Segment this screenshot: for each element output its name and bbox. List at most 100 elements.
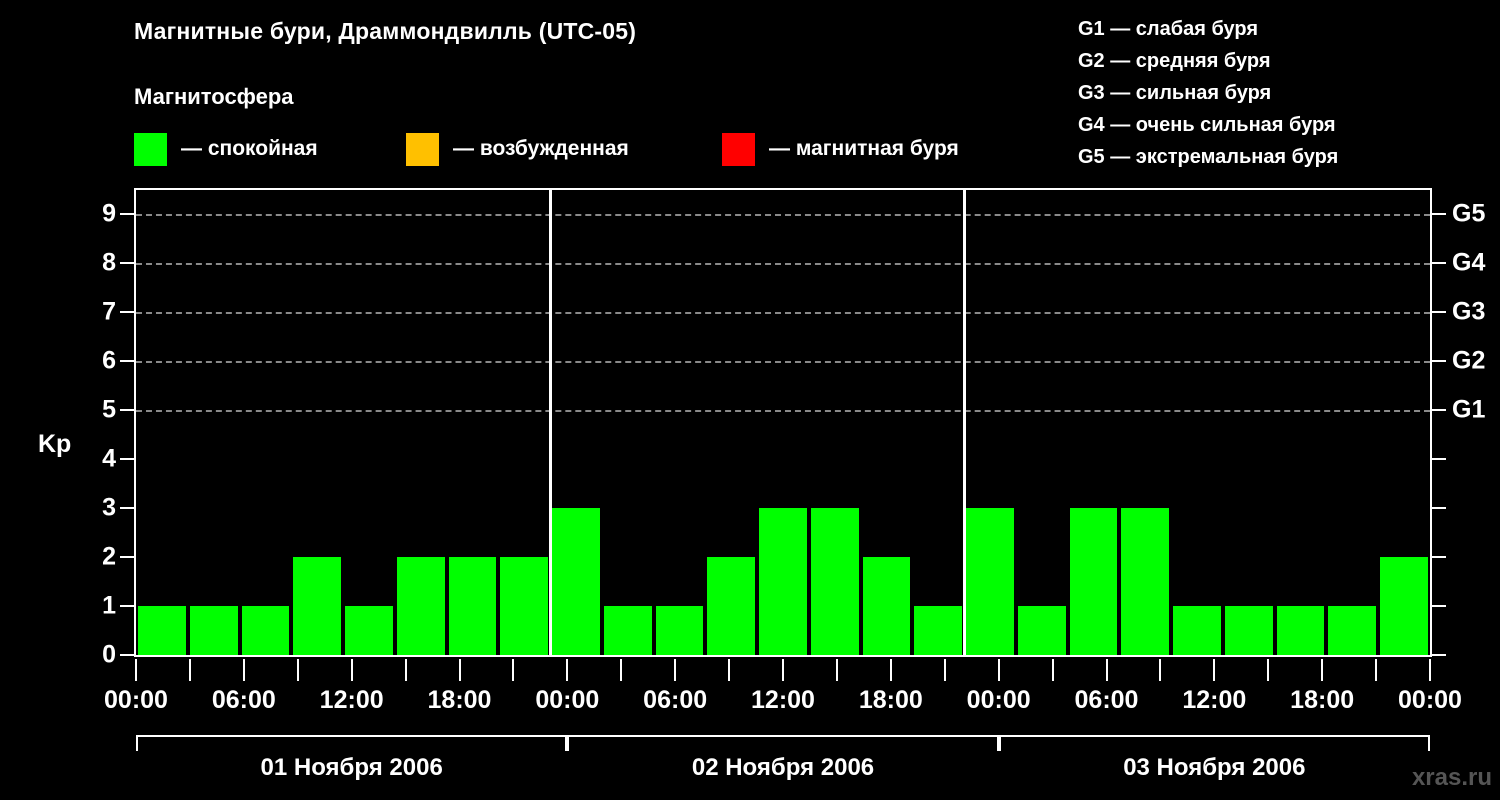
x-tick-mark [997,659,1000,681]
g-tick-label-g5: G5 [1452,199,1486,228]
x-tick-mark [135,659,137,681]
x-tick-label: 18:00 [427,686,492,714]
x-tick-mark [512,659,515,681]
x-tick-mark [188,659,191,681]
x-tick-label: 12:00 [751,686,815,714]
y-tick-mark [120,507,134,510]
legend-item-1: — возбужденная [406,132,629,166]
gridline [136,214,1430,217]
x-tick-label: 06:00 [211,686,276,714]
bar [1069,508,1118,655]
x-tick-label: 00:00 [966,686,1031,714]
bar [1224,606,1273,655]
date-bracket [136,735,568,751]
y-tick-label: 7 [102,297,116,326]
x-tick-mark [1051,659,1054,681]
x-tick-mark [674,659,677,681]
x-tick-label: 06:00 [643,686,708,714]
x-tick-mark [782,659,784,681]
g-tick-mark [1432,458,1446,461]
y-tick-mark [120,213,134,216]
x-tick-mark [1321,659,1324,681]
legend-item-2: — магнитная буря [722,132,959,166]
g-tick-label-g3: G3 [1452,297,1486,326]
g-tick-mark [1432,311,1446,314]
x-tick-label: 06:00 [1074,686,1139,714]
x-tick-mark [350,659,353,681]
y-tick-mark [120,556,134,559]
y-tick-label: 2 [102,542,116,571]
storm-scale-line-1: G1 — слабая буря [1078,18,1259,40]
y-tick-mark [120,605,134,608]
y-tick-label: 3 [102,493,116,522]
storm-scale-line-5: G5 — экстремальная буря [1078,146,1339,168]
g-tick-mark [1432,262,1446,265]
bar [241,606,290,655]
green-square-icon [134,132,167,166]
y-tick-label: 0 [102,640,116,669]
x-tick-mark [728,659,731,681]
legend-item-0: — спокойная [134,132,318,166]
y-tick-label: 6 [102,346,116,375]
x-tick-mark [1159,659,1162,681]
x-tick-mark [1105,659,1108,681]
orange-square-icon [406,132,439,166]
x-tick-label: 00:00 [535,686,600,714]
red-square-icon [722,132,755,166]
bar [603,606,652,655]
x-tick-mark [404,659,407,681]
day-separator [962,190,966,655]
y-tick-label: 8 [102,248,116,277]
y-tick-label: 4 [102,444,116,473]
bar [138,606,186,655]
g-tick-mark [1432,556,1446,559]
x-tick-mark [1213,659,1216,681]
g-tick-label-g4: G4 [1452,248,1486,277]
page-title: Магнитные бури, Драммондвилль (UTC-05) [134,18,637,44]
storm-scale-legend: G1 — слабая буря G2 — средняя буря G3 — си… [1078,13,1338,173]
y-tick-mark [120,654,134,656]
bar [1121,508,1170,655]
x-tick-mark [620,659,623,681]
bar [345,606,393,655]
date-label: 01 Ноября 2006 [260,754,443,781]
y-tick-label: 5 [102,395,116,424]
x-tick-label: 18:00 [1290,686,1355,714]
bar [500,557,549,655]
date-label: 03 Ноября 2006 [1123,754,1306,781]
gridline [136,361,1430,364]
y-tick-mark [120,262,134,265]
watermark: xras.ru [1411,764,1492,791]
magnetosphere-label: Магнитосфера [134,84,294,109]
date-label: 02 Ноября 2006 [691,754,875,781]
y-tick-mark [120,458,134,461]
x-tick-mark [889,659,892,681]
bar [862,557,911,655]
legend-label: — магнитная буря [769,137,959,160]
bar [966,508,1014,655]
gridline [136,263,1430,266]
legend-label: — спокойная [181,137,318,160]
day-separator [548,190,552,655]
storm-scale-line-3: G3 — сильная буря [1078,82,1272,104]
plot-inner [136,190,1430,655]
bar [1380,557,1428,655]
g-tick-label-g1: G1 [1452,395,1486,424]
y-tick-mark [120,409,134,412]
bar [448,557,497,655]
x-tick-mark [1267,659,1270,681]
x-tick-mark [242,659,245,681]
bar [707,557,756,655]
y-tick-mark [120,360,134,363]
y-tick-label: 9 [102,199,116,228]
storm-scale-line-2: G2 — средняя буря [1078,50,1271,72]
x-tick-mark [1375,659,1378,681]
bar [655,606,704,655]
g-tick-mark [1432,409,1446,412]
g-tick-mark [1432,654,1446,656]
x-tick-label: 12:00 [319,686,384,714]
bar [914,606,963,655]
g-tick-mark [1432,605,1446,608]
x-tick-mark [1429,659,1431,681]
